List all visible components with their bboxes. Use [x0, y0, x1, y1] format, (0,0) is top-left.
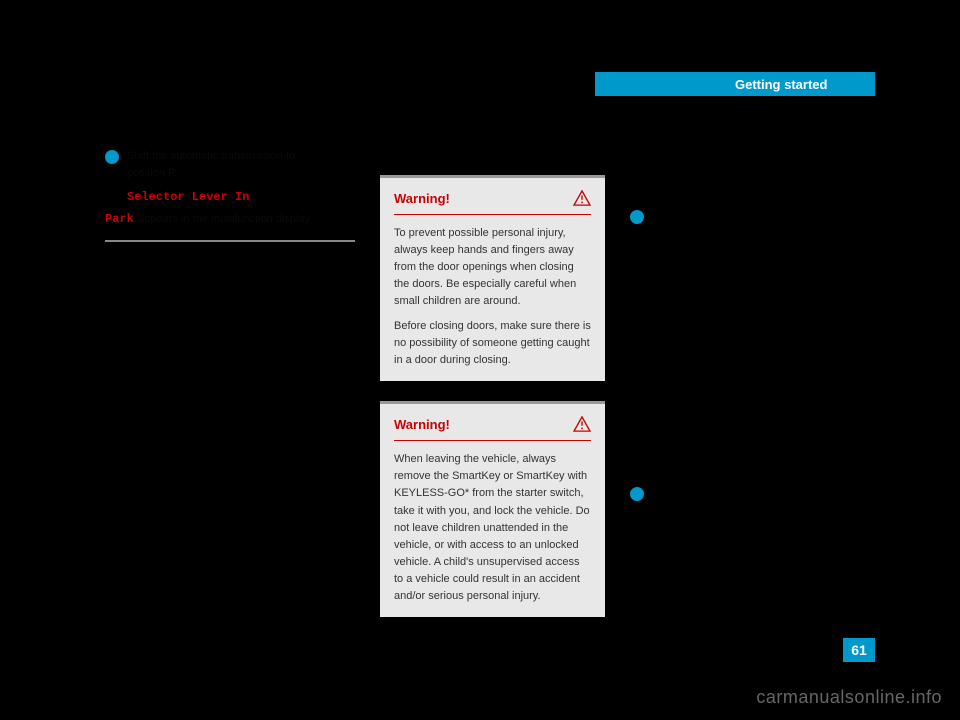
warning-box-2: Warning! When leaving the vehicle, alway… — [380, 401, 605, 616]
selector-msg-2: Park — [105, 212, 134, 226]
column-3 — [630, 148, 860, 507]
selector-desc: appears in the multifunction display. — [138, 213, 312, 225]
warning-text-2: When leaving the vehicle, always remove … — [394, 451, 591, 604]
warning-1-p1: To prevent possible personal injury, alw… — [394, 225, 591, 310]
bullet-icon — [630, 210, 644, 224]
warning-header-2: Warning! — [394, 416, 591, 441]
bullet-icon — [105, 150, 119, 164]
warning-box-1: Warning! To prevent possible personal in… — [380, 175, 605, 381]
column-1: Shift the automatic transmission to posi… — [105, 148, 355, 250]
selector-message-2-row: Park appears in the multifunction displa… — [105, 209, 355, 228]
warning-2-p1: When leaving the vehicle, always remove … — [394, 451, 591, 604]
bullet-line1: Shift the automatic transmission to — [127, 150, 295, 162]
page-number-badge: 61 — [843, 638, 875, 662]
selector-message: Selector Lever In — [127, 187, 355, 205]
bullet-item-c3-2 — [630, 485, 860, 502]
header-section-bar: Getting started — [595, 72, 875, 96]
warning-triangle-icon — [573, 416, 591, 432]
warning-1-p2: Before closing doors, make sure there is… — [394, 318, 591, 369]
warning-header-1: Warning! — [394, 190, 591, 215]
bullet-item-c3-1 — [630, 208, 860, 225]
bullet-text — [652, 485, 655, 502]
bullet-text-block: Shift the automatic transmission to posi… — [127, 148, 295, 181]
header-title: Getting started — [735, 77, 827, 92]
warning-triangle-icon — [573, 190, 591, 206]
bullet-line2: position P. — [127, 167, 177, 179]
bullet-icon — [630, 487, 644, 501]
bullet-text — [652, 208, 655, 225]
watermark: carmanualsonline.info — [756, 687, 942, 708]
bullet-item: Shift the automatic transmission to posi… — [105, 148, 355, 181]
warning-title-1: Warning! — [394, 191, 450, 206]
column-2: Warning! To prevent possible personal in… — [380, 175, 605, 637]
warning-title-2: Warning! — [394, 417, 450, 432]
page-number-text: 61 — [851, 642, 867, 658]
selector-msg-1: Selector Lever In — [127, 190, 249, 204]
divider — [105, 240, 355, 242]
warning-text-1: To prevent possible personal injury, alw… — [394, 225, 591, 369]
